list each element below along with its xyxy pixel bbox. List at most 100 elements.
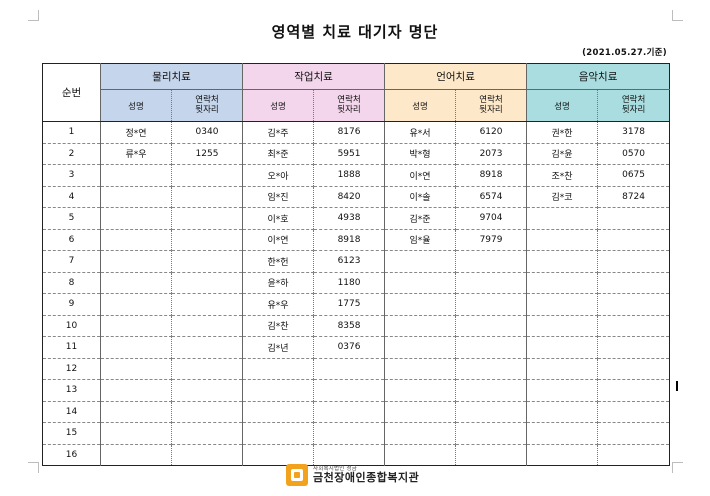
contact-last-digits: 5951 xyxy=(313,143,385,165)
patient-name xyxy=(242,358,314,380)
sub-header-contact-line1: 연락처 xyxy=(195,94,219,105)
patient-name xyxy=(526,272,598,294)
table-row: 14 xyxy=(42,401,670,423)
contact-last-digits xyxy=(170,422,243,445)
sub-header-contact-line1: 연락처 xyxy=(621,94,646,105)
sub-header-contact-line2: 뒷자리 xyxy=(337,104,361,115)
patient-name: 이*솔 xyxy=(384,186,456,208)
table-row: 10 김*찬 8358 xyxy=(42,315,670,337)
sub-header-contact: 연락처 뒷자리 xyxy=(170,89,243,122)
contact-last-digits xyxy=(313,401,385,423)
sub-header-name: 성명 xyxy=(242,89,314,122)
patient-name: 이*연 xyxy=(384,164,456,187)
group-header-occupational-therapy: 작업치료 xyxy=(242,63,385,90)
patient-name xyxy=(526,229,598,251)
patient-name xyxy=(242,422,314,445)
contact-last-digits: 8918 xyxy=(313,229,385,251)
contact-last-digits xyxy=(313,422,385,445)
table-row: 1 정*연 0340 김*주 8176 유*서 6120 권*한 3178 xyxy=(42,121,670,144)
patient-name xyxy=(100,444,172,466)
patient-name xyxy=(384,336,456,359)
patient-name: 조*찬 xyxy=(526,164,598,187)
contact-last-digits xyxy=(170,401,243,423)
sub-header-contact: 연락처 뒷자리 xyxy=(455,89,527,122)
patient-name xyxy=(242,379,314,402)
group-header-physical-therapy: 물리치료 xyxy=(99,63,243,90)
patient-name: 박*형 xyxy=(384,143,456,165)
row-number: 13 xyxy=(42,379,101,402)
patient-name xyxy=(100,229,172,251)
patient-name xyxy=(100,250,172,273)
table-row: 8 윤*하 1180 xyxy=(42,272,670,294)
row-number: 9 xyxy=(42,293,101,316)
contact-last-digits: 0570 xyxy=(597,143,670,165)
patient-name: 이*연 xyxy=(242,229,314,251)
patient-name: 이*호 xyxy=(242,207,314,230)
contact-last-digits: 6120 xyxy=(455,121,527,144)
patient-name: 김*코 xyxy=(526,186,598,208)
contact-last-digits: 6123 xyxy=(313,250,385,273)
contact-last-digits xyxy=(455,444,527,466)
patient-name xyxy=(242,401,314,423)
contact-last-digits xyxy=(597,207,670,230)
contact-last-digits xyxy=(170,250,243,273)
patient-name xyxy=(242,444,314,466)
patient-name xyxy=(100,315,172,337)
contact-last-digits xyxy=(170,315,243,337)
contact-last-digits: 8358 xyxy=(313,315,385,337)
patient-name xyxy=(526,207,598,230)
patient-name: 임*진 xyxy=(242,186,314,208)
patient-name xyxy=(100,186,172,208)
contact-last-digits xyxy=(597,379,670,402)
patient-name xyxy=(526,293,598,316)
row-number: 7 xyxy=(42,250,101,273)
patient-name xyxy=(384,272,456,294)
contact-last-digits xyxy=(170,164,243,187)
contact-last-digits xyxy=(170,336,243,359)
patient-name xyxy=(384,293,456,316)
row-number: 6 xyxy=(42,229,101,251)
contact-last-digits: 8724 xyxy=(597,186,670,208)
patient-name xyxy=(526,250,598,273)
group-header-speech-therapy: 언어치료 xyxy=(384,63,527,90)
contact-last-digits xyxy=(455,336,527,359)
contact-last-digits xyxy=(597,250,670,273)
sub-header-name: 성명 xyxy=(384,89,456,122)
contact-last-digits xyxy=(313,444,385,466)
table-row: 5 이*호 4938 김*준 9704 xyxy=(42,207,670,230)
patient-name xyxy=(100,358,172,380)
row-number: 12 xyxy=(42,358,101,380)
patient-name: 김*주 xyxy=(242,121,314,144)
row-number: 11 xyxy=(42,336,101,359)
welfare-center-logo-icon xyxy=(286,464,308,486)
patient-name: 윤*하 xyxy=(242,272,314,294)
row-number: 4 xyxy=(42,186,101,208)
contact-last-digits xyxy=(597,315,670,337)
contact-last-digits: 1888 xyxy=(313,164,385,187)
patient-name xyxy=(100,401,172,423)
patient-name: 류*우 xyxy=(100,143,172,165)
sub-header-contact: 연락처 뒷자리 xyxy=(597,89,670,122)
contact-last-digits: 3178 xyxy=(597,121,670,144)
table-row: 13 xyxy=(42,379,670,402)
contact-last-digits: 9704 xyxy=(455,207,527,230)
sub-header-row: 성명 연락처 뒷자리 성명 연락처 뒷자리 성명 연락처 뒷자리 성명 연락처 뒷자리 xyxy=(43,89,670,122)
patient-name xyxy=(526,336,598,359)
contact-last-digits: 8420 xyxy=(313,186,385,208)
table-row: 7 한*헌 6123 xyxy=(42,250,670,273)
contact-last-digits xyxy=(455,272,527,294)
table-row: 15 xyxy=(42,422,670,445)
sub-header-contact-line1: 연락처 xyxy=(479,94,503,105)
document-title: 영역별 치료 대기자 명단 xyxy=(271,23,439,41)
table-row: 11 김*년 0376 xyxy=(42,336,670,359)
contact-last-digits xyxy=(455,379,527,402)
contact-last-digits xyxy=(597,422,670,445)
patient-name: 한*헌 xyxy=(242,250,314,273)
contact-last-digits xyxy=(313,379,385,402)
patient-name: 김*윤 xyxy=(526,143,598,165)
text-cursor xyxy=(676,381,678,391)
table-row: 6 이*연 8918 임*율 7979 xyxy=(42,229,670,251)
patient-name xyxy=(526,379,598,402)
row-number: 1 xyxy=(42,121,101,144)
contact-last-digits: 4938 xyxy=(313,207,385,230)
